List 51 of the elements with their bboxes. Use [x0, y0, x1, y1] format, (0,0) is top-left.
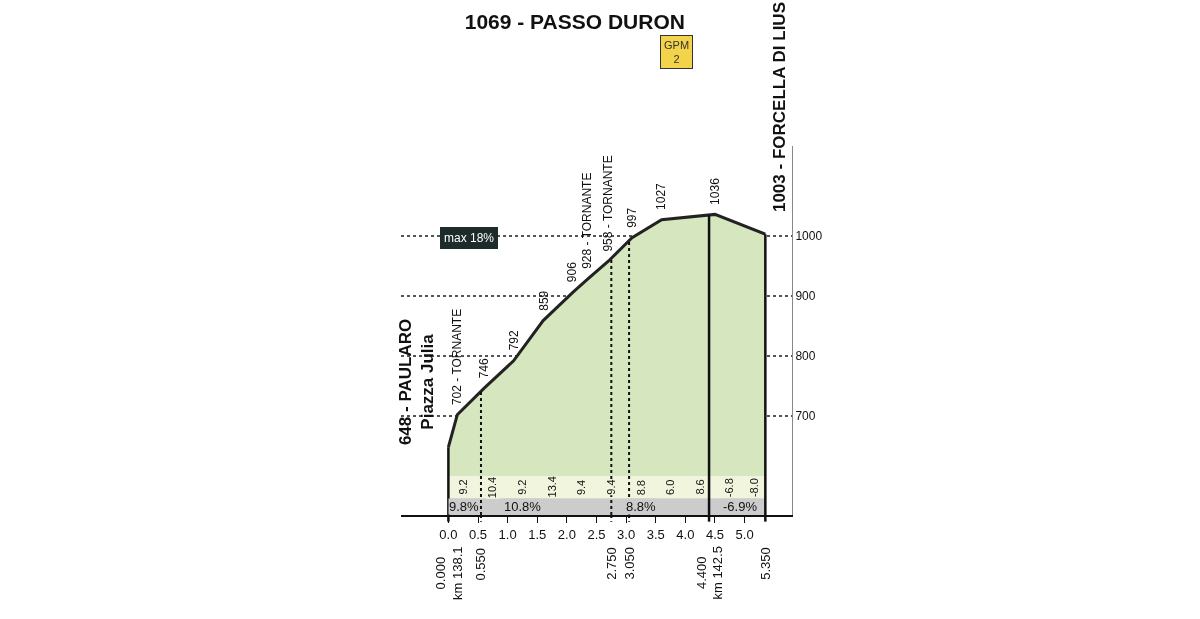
- annotation: 792: [506, 330, 521, 351]
- y-tick-label: 800: [795, 349, 816, 364]
- annotation: 8.6: [693, 479, 706, 495]
- annotation: 10.4: [486, 476, 499, 499]
- annotation: 9.8%: [449, 499, 480, 514]
- annotation: 997: [625, 207, 640, 228]
- annotation: 1003 - FORCELLA DI LIUS: [769, 2, 789, 213]
- x-tick-label: 0.0: [439, 526, 458, 542]
- annotation: 9.2: [456, 479, 469, 495]
- y-tick-label: 1000: [795, 229, 823, 244]
- ref-line-label: 4.400 km 142.5: [693, 546, 726, 600]
- annotation: 8.8%: [626, 499, 657, 514]
- annotation: 928 - TORNANTE: [580, 172, 595, 269]
- annotation: max 18%: [444, 231, 495, 245]
- annotation: 859: [536, 290, 551, 311]
- annotation: 6.0: [664, 479, 677, 495]
- ref-line-label: 0.000 km 138.1: [432, 546, 465, 600]
- ref-line-label: 2.750: [603, 547, 619, 580]
- x-tick-label: 5.0: [735, 526, 754, 542]
- annotation: 648 - PAULARO Piazza Julia: [395, 318, 437, 446]
- text: GPM 2: [664, 39, 690, 66]
- y-tick-label: 900: [795, 289, 816, 304]
- annotation: 906: [565, 261, 580, 283]
- annotation: 10.8%: [504, 499, 542, 514]
- annotation: 13.4: [545, 476, 558, 498]
- y-tick-label: 700: [795, 409, 816, 424]
- ref-line-label: 0.550: [473, 547, 489, 581]
- x-tick-label: 3.5: [646, 526, 665, 542]
- annotation: 9.4: [575, 479, 588, 496]
- x-tick-label: 1.5: [528, 526, 547, 542]
- annotation: 746: [476, 357, 491, 379]
- annotation: -6.8: [723, 478, 736, 498]
- ref-line-label: 3.050: [621, 547, 637, 580]
- annotation: -6.9%: [723, 499, 758, 514]
- x-tick-label: 3.0: [617, 526, 636, 542]
- x-tick-label: 2.0: [557, 526, 576, 542]
- annotation: 9.2: [516, 479, 529, 495]
- annotation: 1036: [708, 177, 723, 205]
- annotation: -8.0: [748, 478, 761, 498]
- x-tick-label: 1.0: [498, 526, 517, 542]
- x-tick-label: 0.5: [468, 526, 488, 542]
- annotation: 702 - TORNANTE: [450, 308, 465, 406]
- ref-line-label: 5.350: [757, 547, 773, 580]
- x-tick-label: 4.5: [705, 526, 725, 542]
- x-tick-label: 4.0: [676, 526, 695, 542]
- annotation: 8.8: [634, 480, 647, 496]
- annotation: 1027: [654, 182, 669, 210]
- chart-title: 1069 - PASSO DURON: [464, 10, 685, 34]
- x-tick-label: 2.5: [587, 526, 606, 542]
- annotation: 958 - TORNANTE: [601, 155, 616, 252]
- annotation: 9.4: [604, 479, 617, 495]
